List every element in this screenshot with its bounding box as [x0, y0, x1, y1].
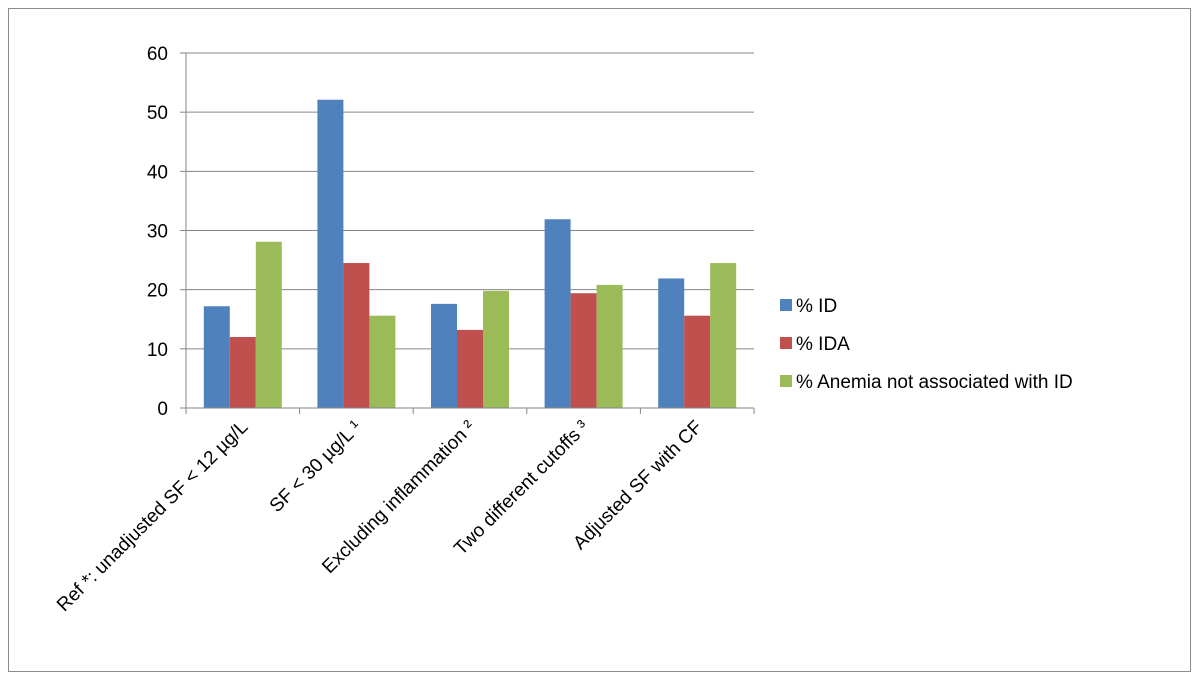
bar — [343, 263, 370, 408]
bar — [544, 219, 571, 408]
bar — [255, 241, 282, 408]
legend-swatch — [780, 299, 792, 311]
y-tick-labels: 0 10 20 30 40 50 60 — [147, 44, 168, 420]
legend-swatch — [780, 375, 792, 387]
legend-label: % ID — [796, 296, 837, 317]
y-tick-label: 60 — [147, 44, 168, 65]
bar — [483, 290, 509, 408]
y-tick-label: 50 — [147, 103, 168, 124]
bars — [203, 99, 737, 408]
x-category-label: SF < 30 µg/L ¹ — [266, 417, 366, 517]
legend-label: % Anemia not associated with ID — [796, 372, 1073, 393]
y-tick-label: 40 — [147, 162, 168, 183]
bar — [658, 278, 685, 408]
bar — [229, 337, 256, 408]
legend-label: % IDA — [796, 334, 850, 355]
bar — [457, 329, 483, 408]
y-tick-label: 0 — [157, 399, 168, 420]
x-category-labels: Ref *: unadjusted SF < 12 µg/L SF < 30 µg… — [53, 417, 707, 616]
bar — [431, 303, 457, 408]
bar — [570, 293, 597, 408]
x-category-label: Ref *: unadjusted SF < 12 µg/L — [53, 417, 252, 616]
bar — [710, 263, 737, 408]
bar — [596, 284, 623, 408]
legend: % ID % IDA % Anemia not associated with ID — [780, 296, 1073, 393]
axes — [180, 52, 755, 414]
legend-swatch — [780, 337, 792, 349]
bar — [684, 315, 711, 408]
bar — [203, 306, 230, 408]
y-tick-label: 20 — [147, 281, 168, 302]
bar — [369, 315, 396, 408]
y-tick-label: 30 — [147, 222, 168, 243]
x-category-label: Adjusted SF with CF — [569, 417, 706, 554]
bar — [317, 99, 344, 408]
y-tick-label: 10 — [147, 340, 168, 361]
